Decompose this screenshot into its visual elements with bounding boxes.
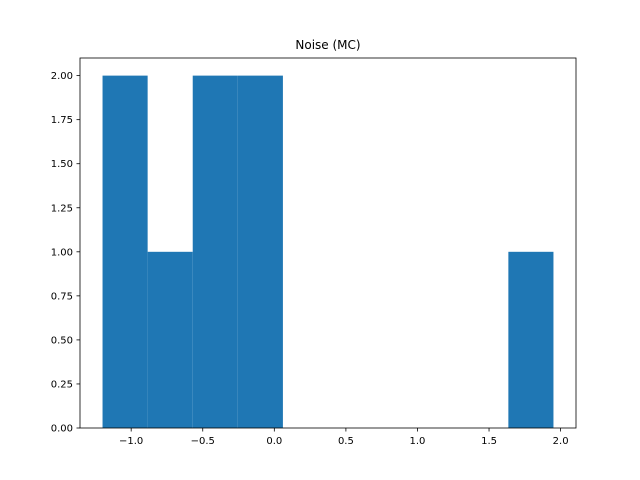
histogram-bar [237, 75, 283, 428]
histogram-bar [147, 251, 193, 428]
y-tick-label: 0.50 [51, 335, 73, 346]
bars-group [102, 75, 554, 428]
histogram-bar [508, 251, 554, 428]
histogram-bar [102, 75, 148, 428]
plot-frame [79, 57, 577, 429]
y-tick-label: 0.75 [51, 291, 73, 302]
x-tick-label: −0.5 [191, 436, 215, 447]
y-axis: 0.00 0.25 0.50 0.75 1.00 1.25 1.50 1.75 2.00 [51, 71, 80, 435]
y-tick-label: 1.50 [51, 159, 73, 170]
x-tick-label: 1.0 [410, 436, 426, 447]
y-tick-label: 1.00 [51, 247, 73, 258]
x-tick-label: 2.0 [553, 436, 569, 447]
x-tick-label: 0.0 [266, 436, 282, 447]
y-tick-label: 1.75 [51, 115, 73, 126]
x-axis: −1.0 −0.5 0.0 0.5 1.0 1.5 2.0 [119, 428, 569, 447]
y-tick-label: 1.25 [51, 203, 73, 214]
y-tick-label: 0.00 [51, 424, 73, 435]
x-tick-label: −1.0 [119, 436, 143, 447]
y-tick-label: 2.00 [51, 71, 73, 82]
chart-title: Noise (MC) [295, 38, 360, 52]
x-tick-label: 1.5 [481, 436, 497, 447]
y-tick-label: 0.25 [51, 379, 73, 390]
histogram-bar [192, 75, 238, 428]
x-tick-label: 0.5 [338, 436, 354, 447]
